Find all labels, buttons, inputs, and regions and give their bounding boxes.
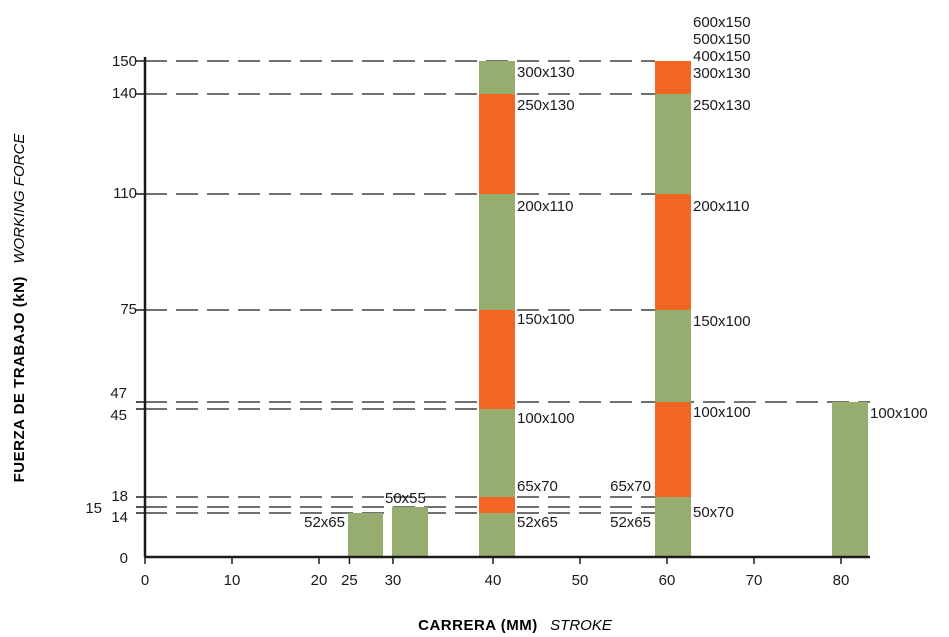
bar-60-label-1: 100x100	[693, 404, 751, 421]
bar-25-label-0: 52x65	[304, 514, 345, 531]
bar-60-extra-label-2: 400x150	[693, 48, 751, 65]
y-axis-title: FUERZA DE TRABAJO (kN) WORKING FORCE	[11, 133, 28, 483]
x-axis-title-bold: CARRERA (MM)	[418, 617, 538, 634]
bar-60-label-5: 300x130	[693, 65, 751, 82]
x-tick-label-40: 40	[485, 572, 502, 589]
x-tick-label-0: 0	[141, 572, 149, 589]
y-tick-label-140: 140	[112, 85, 137, 102]
bar-40-label-1: 65x70	[517, 478, 558, 495]
bar-60-label-0: 50x70	[693, 504, 734, 521]
bar-60-segment-3	[655, 194, 691, 310]
x-tick-label-20: 20	[311, 572, 328, 589]
bar-80-label-0: 100x100	[870, 405, 928, 422]
y-tick-label-18: 18	[111, 488, 128, 505]
bar-40-label-0: 52x65	[517, 514, 558, 531]
segment-labels: 52x65 50x55 52x65 65x70 100x100 150x100 200x11…	[304, 14, 927, 531]
x-tick-label-25: 25	[341, 572, 358, 589]
bars	[348, 61, 868, 557]
bar-40-segment-3	[479, 310, 515, 409]
bar-30-label-0: 50x55	[385, 490, 426, 507]
x-tick-label-50: 50	[572, 572, 589, 589]
y-tick-label-45: 45	[110, 407, 127, 424]
bar-40-segment-5	[479, 94, 515, 194]
ticks: 0 14 15 18 45 47 75 110 140 150 0 10 20 25 30 40 50 60 70 8…	[85, 53, 849, 589]
x-tick-label-70: 70	[746, 572, 763, 589]
bar-40-label-6: 300x130	[517, 64, 575, 81]
bar-40-label-4: 200x110	[517, 198, 573, 215]
y-axis-title-italic: WORKING FORCE	[11, 133, 28, 264]
bar-60-label-3: 200x110	[693, 198, 749, 215]
bar-40-segment-2	[479, 409, 515, 497]
x-axis-title-italic: STROKE	[550, 617, 613, 634]
bar-40-segment-4	[479, 194, 515, 310]
x-tick-label-10: 10	[224, 572, 241, 589]
bar-40-label-3: 150x100	[517, 311, 575, 328]
bar-60-extra-label-3: 500x150	[693, 31, 751, 48]
bar-60-segment-1	[655, 402, 691, 497]
axes	[143, 57, 870, 559]
x-tick-label-30: 30	[385, 572, 402, 589]
bar-60-segment-2	[655, 310, 691, 402]
bar-40-label-2: 100x100	[517, 410, 575, 427]
bar-25-segment-0	[348, 513, 383, 557]
y-tick-label-75: 75	[120, 301, 137, 318]
y-tick-label-110: 110	[113, 185, 137, 202]
x-axis-title: CARRERA (MM) STROKE	[418, 617, 613, 634]
y-tick-label-0: 0	[120, 550, 128, 567]
bar-40-segment-1	[479, 497, 515, 513]
y-tick-label-47: 47	[110, 385, 127, 402]
bar-60-extra-label-1: 52x65	[610, 514, 651, 531]
y-tick-label-15: 15	[85, 500, 102, 517]
y-axis-title-bold: FUERZA DE TRABAJO (kN)	[11, 276, 28, 482]
bar-40-label-5: 250x130	[517, 97, 575, 114]
bar-60-extra-label-0: 65x70	[610, 478, 651, 495]
x-tick-label-60: 60	[659, 572, 676, 589]
bar-60-extra-label-4: 600x150	[693, 14, 751, 31]
bar-40-segment-0	[479, 513, 515, 557]
bar-40-segment-6	[479, 61, 515, 94]
bar-30-segment-0	[392, 507, 428, 557]
bar-60-segment-4	[655, 94, 691, 194]
y-tick-label-14: 14	[111, 509, 128, 526]
bar-60-label-2: 150x100	[693, 313, 751, 330]
bar-80-segment-0	[832, 402, 868, 557]
y-tick-label-150: 150	[112, 53, 137, 70]
bar-60-label-4: 250x130	[693, 97, 751, 114]
bar-60-segment-0	[655, 497, 691, 557]
x-tick-label-80: 80	[833, 572, 850, 589]
bar-60-segment-5	[655, 61, 691, 94]
